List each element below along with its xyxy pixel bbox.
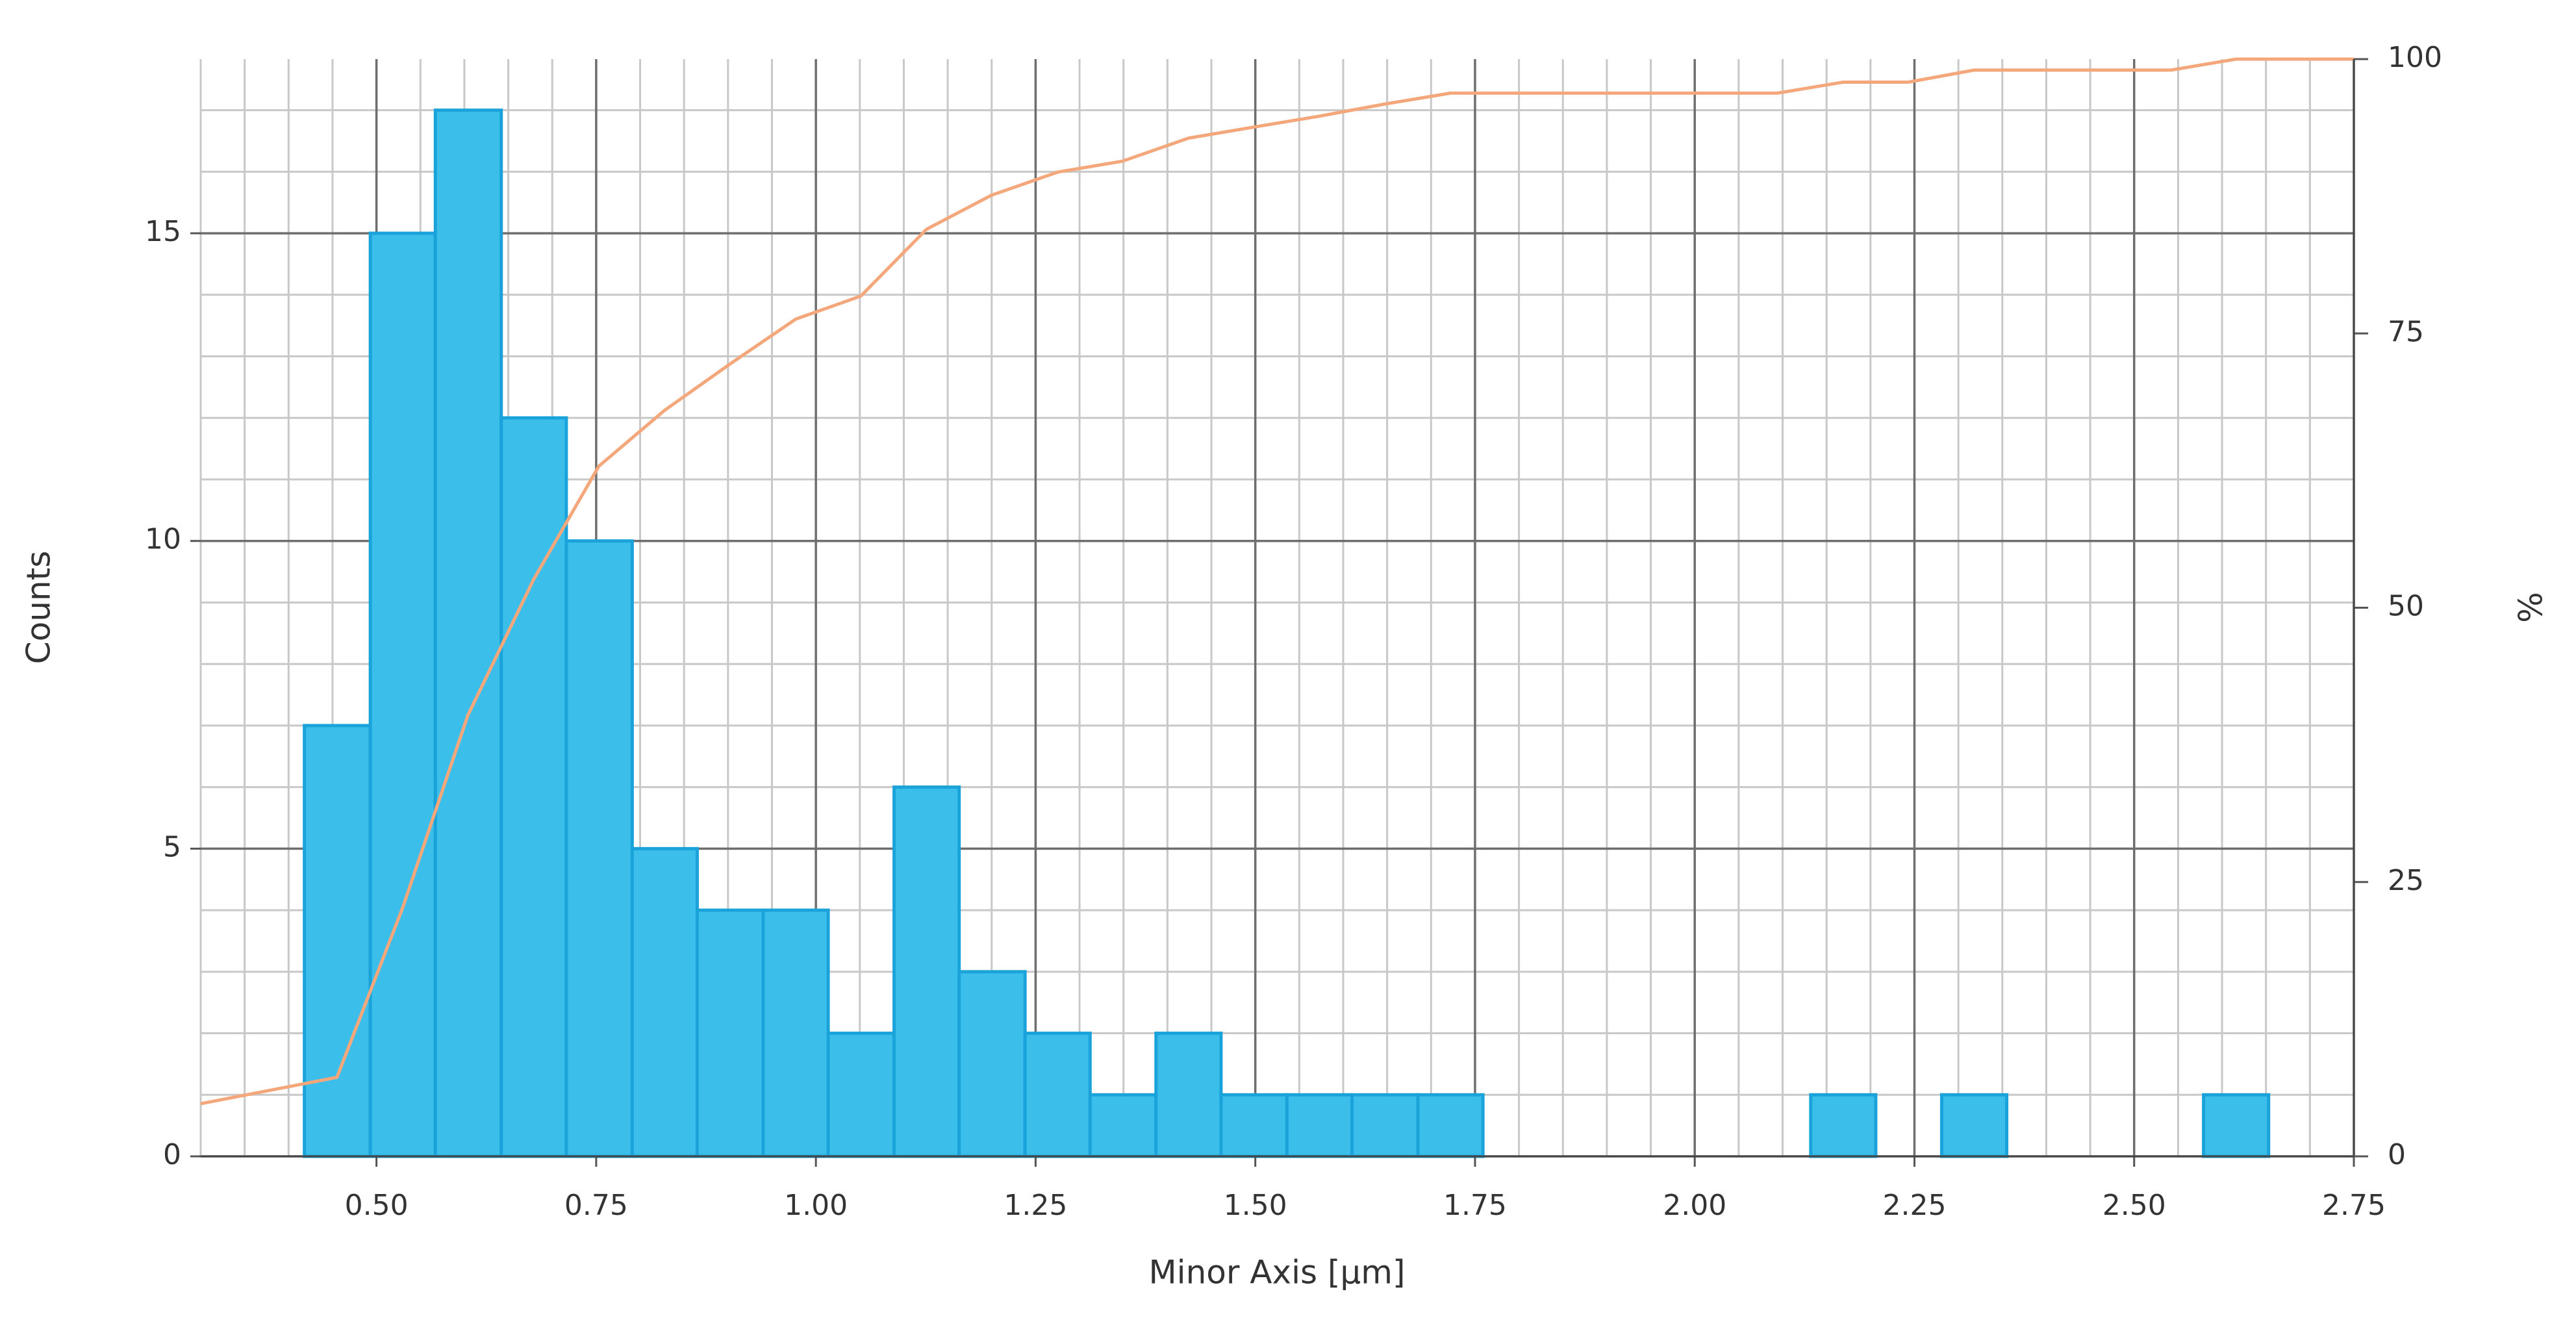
bar [695,908,765,1158]
x-tick-label: 2.25 [1882,1189,1946,1222]
cumulative-line [200,57,2354,1106]
y-tick-label: 0 [163,1138,181,1171]
bar [826,1032,896,1158]
y2-tick-label: 0 [2388,1138,2406,1171]
bar [1939,1093,2009,1158]
x-tick-label: 2.75 [2322,1189,2386,1222]
bar [892,785,961,1158]
y-tick-label: 5 [163,830,181,863]
bar [433,108,503,1158]
x-axis-title: Minor Axis [µm] [1149,1254,1406,1291]
x-tick-label: 0.50 [345,1189,409,1222]
labels: Minor Axis [µm] Counts % 0.50 0.75 1.00 1.2… [20,41,2550,1291]
bar [1088,1093,1158,1158]
marks [200,57,2354,1158]
x-tick-label: 1.75 [1443,1189,1507,1222]
x-tick-label: 2.00 [1663,1189,1726,1222]
bar [2202,1093,2271,1158]
bar [1023,1032,1092,1158]
bar [1416,1093,1485,1158]
y-tick-label: 10 [145,523,181,556]
y2-tick-label: 50 [2388,590,2424,623]
y-tick-label: 15 [145,215,181,248]
y2-tick-label: 25 [2388,864,2424,897]
bar [761,908,830,1158]
y2-tick-label: 75 [2388,315,2424,348]
bar [1285,1093,1354,1158]
bar [368,231,437,1158]
x-tick-label: 0.75 [564,1189,628,1222]
y-axis-title: Counts [20,551,58,665]
bar [1154,1032,1223,1158]
bar [1350,1093,1420,1158]
x-tick-label: 1.25 [1004,1189,1067,1222]
y2-tick-label: 100 [2388,41,2442,74]
y2-axis-title: % [2512,592,2550,623]
bar [1219,1093,1289,1158]
x-tick-label: 1.50 [1224,1189,1287,1222]
bar [957,970,1027,1158]
bar [1809,1093,1878,1158]
x-tick-label: 2.50 [2102,1189,2166,1222]
x-tick-label: 1.00 [784,1189,848,1222]
bar [630,846,699,1158]
bar [564,539,634,1158]
bar [303,724,372,1158]
bar [499,416,568,1158]
